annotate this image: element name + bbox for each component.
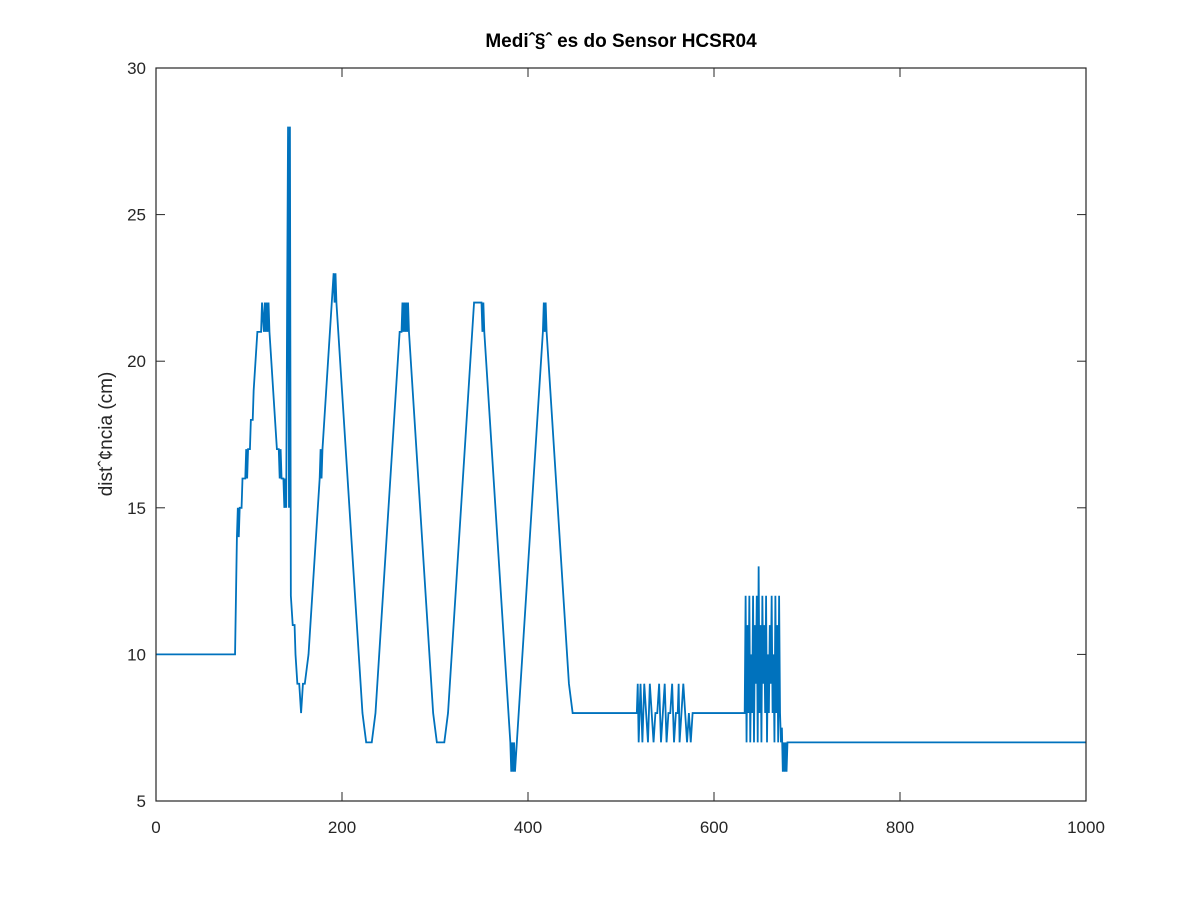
y-tick-label: 25 — [127, 206, 146, 225]
chart-title: Mediˆ§ˆ es do Sensor HCSR04 — [485, 31, 757, 52]
y-tick-label: 30 — [127, 59, 146, 78]
y-tick-label: 20 — [127, 352, 146, 371]
plot-area — [156, 68, 1086, 801]
series-layer — [156, 126, 1086, 772]
axes-box — [155, 67, 1087, 802]
x-tick-label: 600 — [700, 818, 728, 837]
x-tick-label: 0 — [151, 818, 160, 837]
x-tick-label: 400 — [514, 818, 542, 837]
y-tick-label: 15 — [127, 499, 146, 518]
x-tick-label: 200 — [328, 818, 356, 837]
y-axis-label: distˆ¢ncia (cm) — [96, 372, 117, 497]
y-tick-label: 10 — [127, 645, 146, 664]
series-line — [156, 126, 1086, 772]
axes-frame — [155, 67, 1087, 802]
x-tick-label: 800 — [886, 818, 914, 837]
axis-ticks: 0 200 400 600 800 1000 5 10 15 20 25 30 — [127, 59, 1105, 837]
x-tick-label: 1000 — [1067, 818, 1105, 837]
y-tick-label: 5 — [137, 792, 146, 811]
